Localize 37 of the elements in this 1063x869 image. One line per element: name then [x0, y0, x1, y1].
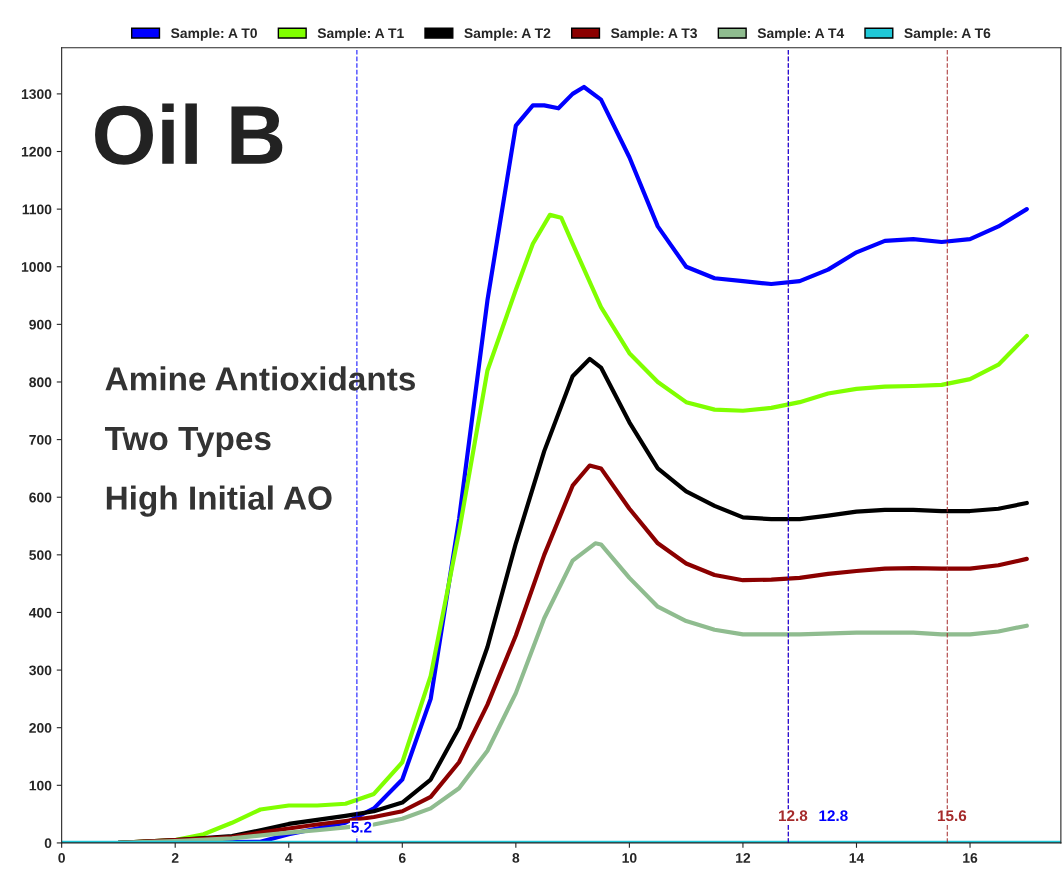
x-tick-label: 4: [285, 853, 293, 863]
x-tick-label: 16: [963, 853, 978, 863]
x-tick-label: 14: [849, 853, 865, 863]
ref-line-label: 5.2: [351, 821, 372, 833]
legend-label: Sample: A T6: [904, 27, 991, 41]
legend-label: Sample: A T4: [757, 27, 845, 41]
legend-label: Sample: A T0: [170, 27, 257, 41]
x-tick-label: 2: [171, 853, 179, 863]
annotation: Amine Antioxidants: [105, 366, 415, 391]
x-tick-label: 6: [398, 853, 406, 863]
x-tick-label: 0: [58, 853, 65, 863]
y-tick-label: 700: [29, 434, 52, 445]
text: Oil B: [95, 103, 283, 165]
y-tick-label: 100: [29, 780, 52, 791]
y-tick-label: 0: [44, 838, 52, 849]
y-tick-label: 200: [29, 723, 52, 733]
legend-label: Sample: A T1: [317, 27, 404, 41]
ref-line-label: 15.6: [937, 810, 967, 822]
y-tick-label: 1100: [22, 204, 52, 215]
x-tick-label: 8: [512, 853, 520, 863]
x-tick-label: 12: [736, 853, 751, 863]
y-tick-label: 400: [28, 607, 52, 618]
y-tick-label: 600: [29, 492, 52, 503]
y-tick-label: 1300: [21, 89, 52, 100]
y-tick-label: 1200: [21, 146, 52, 157]
legend-label: Sample: A T3: [610, 27, 698, 41]
annotation: Two Types: [105, 427, 271, 457]
x-tick-label: 10: [622, 853, 637, 863]
ref-line-label: 12.8: [779, 810, 808, 822]
y-tick-label: 900: [29, 319, 52, 330]
y-tick-label: 300: [29, 665, 52, 676]
y-tick-label: 1000: [21, 262, 52, 272]
y-tick-label: 500: [29, 550, 52, 561]
annotation: High Initial AO: [106, 485, 332, 517]
legend-label: Sample: A T2: [464, 27, 551, 41]
ref-line-label: 12.8: [819, 810, 848, 822]
y-tick-label: 800: [29, 377, 52, 388]
